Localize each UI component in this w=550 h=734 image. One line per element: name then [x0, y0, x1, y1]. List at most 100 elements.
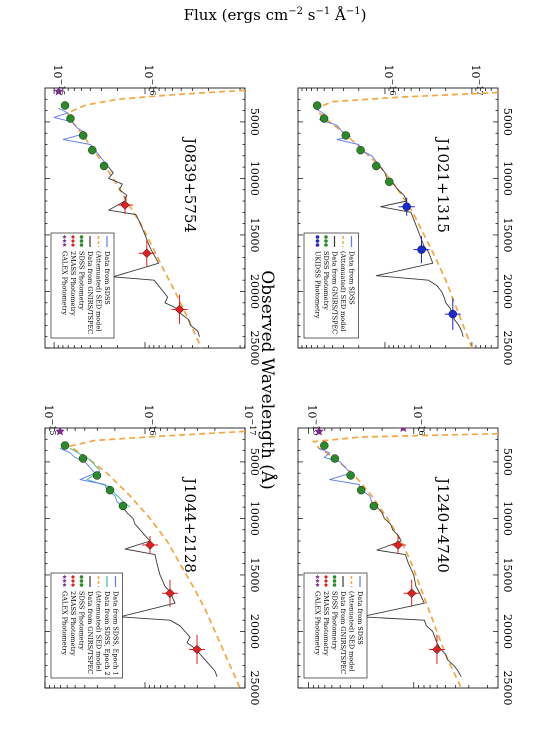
y-tick-label: 10−16: [142, 405, 157, 436]
x-tick-label: 20000: [248, 614, 261, 649]
legend-entry: SDSS Photometry: [322, 235, 330, 310]
twomass-photometry-point: [428, 634, 445, 665]
legend-entry: GALEX Photometry: [61, 574, 69, 655]
legend-label: Data from GNIRS/TSPEC: [339, 591, 347, 674]
sdss-photometry-point: [60, 441, 70, 450]
sdss-photometry-point: [356, 145, 365, 155]
sdss-photometry-point: [356, 485, 366, 495]
legend-entry: Data from SDSS, Epoch 1: [112, 576, 120, 676]
gnirs-tspec-spectrum: [119, 506, 218, 677]
x-tick-label: 10000: [501, 501, 514, 536]
x-tick-label: 5000: [248, 108, 261, 136]
plot-area: [312, 428, 498, 688]
legend-label: (Attenuated) SED model: [95, 251, 103, 331]
twomass-photometry-point: [117, 195, 133, 215]
legend-label: Data from SDSS: [348, 251, 356, 305]
sdss-photometry-point: [372, 161, 381, 171]
legend-label: GALEX Photometry: [61, 591, 69, 655]
sdss-photometry-point: [320, 441, 329, 450]
sdss-photometry-point: [330, 454, 340, 463]
x-tick-label: 10000: [248, 161, 261, 196]
legend-entry: Data from GNIRS/TSPEC: [339, 576, 347, 674]
legend-entry: Data from SDSS: [348, 236, 356, 305]
legend-entry: (Attenuated) SED model: [348, 576, 356, 671]
sdss-spectrum: [318, 447, 378, 508]
legend-entry: Data from GNIRS/TSPEC: [86, 576, 94, 674]
sdss-photometry-point: [88, 145, 97, 155]
sed-model-line: [313, 91, 498, 348]
legend: Data from SDSS(Attenuated) SED modelData…: [50, 232, 115, 339]
object-name-label: J0839+5754: [181, 136, 199, 233]
object-name-label: J1044+2128: [181, 476, 199, 573]
panel-j0839-5754: 5000 10000 15000 20000 25000 10−16 10−15 J0839+…: [44, 65, 261, 366]
legend-entry: Data from SDSS: [103, 236, 111, 305]
ukidss-photometry-point: [413, 236, 430, 264]
legend-entry: Data from SDSS: [356, 576, 364, 645]
twomass-photometry-point: [142, 535, 158, 555]
legend-entry: 2MASS Photometry: [69, 575, 77, 656]
sdss-photometry-point: [66, 114, 75, 123]
y-tick-label: 10−15: [51, 65, 66, 96]
x-tick-label: 5000: [248, 448, 261, 476]
y-tick-label: 10−16: [382, 65, 397, 96]
sdss-photometry-point: [385, 177, 394, 187]
flux-axis-label: Flux (ergs cm−2 s−1 Å−1): [184, 6, 367, 24]
legend-entry: 2MASS Photometry: [69, 235, 77, 316]
sdss-photometry-point: [78, 454, 88, 463]
galex-photometry-point: [55, 428, 65, 436]
legend-label: SDSS Photometry: [78, 251, 86, 310]
sdss-spectrum: [59, 447, 124, 508]
legend-label: 2MASS Photometry: [69, 251, 77, 316]
twomass-photometry-point: [162, 579, 178, 607]
sed-model-line: [67, 430, 245, 688]
gnirs-tspec-spectrum: [108, 166, 200, 337]
ukidss-photometry-point: [444, 298, 461, 330]
legend-entry: Data from GNIRS/TSPEC: [86, 236, 94, 334]
panel-j1021-1315: 5000 10000 15000 20000 25000 10−17 10−16 J1021+…: [297, 65, 514, 366]
legend: Data from SDSS(Attenuated) SED modelData…: [303, 572, 368, 679]
object-name-label: J1240+4740: [434, 476, 452, 573]
panels: 5000 10000 15000 20000 25000 10−16 10−15 J0839+…: [42, 65, 514, 706]
legend-entry: SDSS Photometry: [78, 575, 86, 650]
y-tick-label: 10−15: [306, 405, 321, 436]
sdss-photometry-point: [92, 471, 102, 480]
legend-entry: UKIDSS Photometry: [314, 235, 322, 319]
x-tick-label: 25000: [501, 331, 514, 366]
x-tick-label: 15000: [501, 557, 514, 592]
legend: Data from SDSS(Attenuated) SED modelData…: [303, 232, 359, 339]
x-tick-label: 5000: [501, 448, 514, 476]
legend-label: 2MASS Photometry: [69, 591, 77, 656]
legend-label: Data from GNIRS/TSPEC: [86, 251, 94, 334]
y-tick-label: 10−17: [242, 405, 257, 436]
plot-area: [312, 91, 498, 348]
x-tick-label: 10000: [501, 161, 514, 196]
axes-frame: [297, 87, 499, 349]
y-tick-label: 10−15: [42, 405, 57, 436]
gnirs-tspec-spectrum: [360, 506, 462, 677]
panel-j1044-2128: 5000 10000 15000 20000 25000 10−17 10−16 10−15 J…: [42, 405, 261, 706]
sdss-photometry-point: [319, 114, 329, 123]
twomass-photometry-point: [171, 294, 188, 325]
sdss-photometry-point: [312, 101, 322, 110]
legend-label: 2MASS Photometry: [322, 591, 330, 656]
legend-label: Data from SDSS, Epoch 1: [112, 591, 120, 676]
sdss-photometry-point: [99, 161, 109, 171]
y-tick-label: 10−16: [411, 405, 426, 436]
sdss-photometry-point: [118, 501, 128, 511]
twomass-photometry-point: [390, 535, 406, 555]
sdss-photometry-point: [60, 101, 70, 110]
legend-label: (Attenuated) SED model: [348, 591, 356, 671]
legend-label: (Attenuated) SED model: [95, 591, 103, 671]
y-tick-label: 10−16: [142, 65, 157, 96]
object-name-label: J1021+1315: [434, 136, 452, 233]
x-tick-label: 15000: [248, 557, 261, 592]
legend-label: (Attenuated) SED model: [339, 251, 347, 331]
x-tick-label: 25000: [248, 331, 261, 366]
x-tick-label: 20000: [501, 614, 514, 649]
sdss-photometry-point: [78, 131, 88, 140]
legend-entry: Data from GNIRS/TSPEC: [331, 236, 339, 334]
legend-entry: GALEX Photometry: [314, 574, 322, 655]
wavelength-axis-label: Observed Wavelength (Å): [257, 270, 278, 490]
galex-photometry-point: [395, 428, 412, 433]
